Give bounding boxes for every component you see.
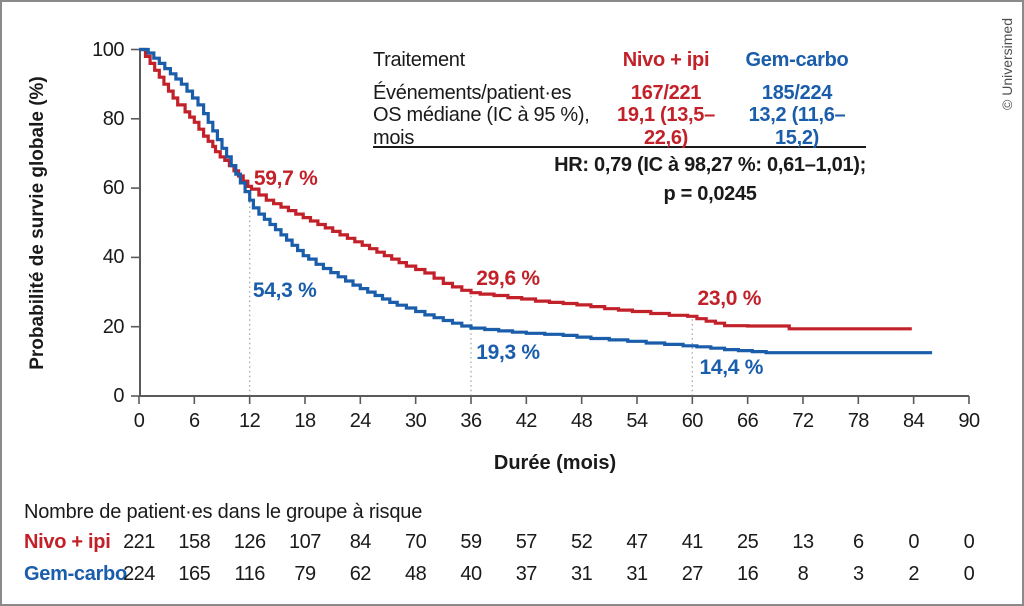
annotation-nivo-month-12: 59,7 % bbox=[253, 167, 318, 191]
x-tick-label-72: 72 bbox=[792, 410, 814, 432]
x-tick-label-66: 66 bbox=[737, 410, 759, 432]
y-tick-label-40: 40 bbox=[102, 246, 125, 269]
risk-count-gem-month-54: 31 bbox=[626, 563, 648, 585]
risk-count-gem-month-84: 2 bbox=[908, 563, 919, 585]
risk-count-nivo-month-36: 59 bbox=[460, 531, 482, 553]
annotation-nivo-month-60: 23,0 % bbox=[697, 287, 762, 311]
risk-count-nivo-month-0: 221 bbox=[123, 531, 155, 553]
risk-count-gem-month-18: 79 bbox=[294, 563, 316, 585]
risk-count-gem-month-90: 0 bbox=[963, 563, 975, 585]
summary-os-gem: 13,2 (11,6–15,2) bbox=[748, 103, 846, 149]
risk-count-nivo-month-24: 84 bbox=[349, 531, 372, 553]
hazard-ratio-block: HR: 0,79 (IC à 98,27 %: 0,61–1,01); p = … bbox=[373, 151, 866, 209]
summary-header-gem: Gem-carbo bbox=[745, 49, 849, 71]
summary-os-label: OS médiane (IC à 95 %), mois bbox=[373, 103, 590, 149]
x-tick-label-54: 54 bbox=[626, 410, 648, 432]
x-tick-label-12: 12 bbox=[239, 410, 261, 432]
y-tick-label-100: 100 bbox=[92, 38, 124, 61]
y-tick-label-60: 60 bbox=[102, 177, 125, 200]
summary-header-nivo: Nivo + ipi bbox=[622, 49, 710, 71]
risk-count-nivo-month-48: 52 bbox=[571, 531, 593, 553]
risk-count-gem-month-72: 8 bbox=[797, 563, 809, 585]
risk-count-gem-month-36: 40 bbox=[460, 563, 482, 585]
x-tick-label-84: 84 bbox=[903, 410, 925, 432]
risk-count-gem-month-12: 116 bbox=[234, 563, 265, 585]
summary-events-label: Événements/patient·es bbox=[373, 82, 572, 104]
copyright-credit: © Universimed bbox=[999, 17, 1015, 110]
risk-count-nivo-month-6: 158 bbox=[178, 531, 211, 553]
summary-events-nivo: 167/221 bbox=[630, 82, 702, 104]
y-tick-label-0: 0 bbox=[113, 385, 124, 407]
x-tick-label-0: 0 bbox=[133, 410, 145, 432]
x-tick-label-48: 48 bbox=[571, 410, 593, 432]
x-axis-title: Durée (mois) bbox=[493, 452, 617, 474]
risk-count-gem-month-30: 48 bbox=[405, 563, 427, 585]
x-tick-label-30: 30 bbox=[405, 410, 427, 432]
risk-count-nivo-month-90: 0 bbox=[963, 531, 975, 553]
x-tick-label-36: 36 bbox=[460, 410, 482, 432]
x-tick-label-6: 6 bbox=[189, 410, 200, 432]
risk-row-label-nivo: Nivo + ipi bbox=[24, 531, 111, 553]
risk-row-label-gem: Gem-carbo bbox=[24, 563, 127, 585]
y-tick-label-20: 20 bbox=[102, 315, 125, 338]
risk-count-gem-month-24: 62 bbox=[349, 563, 372, 585]
x-tick-label-24: 24 bbox=[349, 410, 372, 432]
risk-count-gem-month-6: 165 bbox=[178, 563, 211, 585]
hazard-ratio-line: HR: 0,79 (IC à 98,27 %: 0,61–1,01); bbox=[554, 154, 866, 176]
risk-count-nivo-month-30: 70 bbox=[405, 531, 427, 553]
x-tick-label-60: 60 bbox=[681, 410, 704, 432]
risk-count-gem-month-78: 3 bbox=[853, 563, 864, 585]
risk-count-nivo-month-66: 25 bbox=[737, 531, 759, 553]
summary-header-label: Traitement bbox=[373, 49, 465, 71]
risk-table-title: Nombre de patient·es dans le groupe à ri… bbox=[24, 501, 423, 523]
risk-count-gem-month-48: 31 bbox=[571, 563, 593, 585]
y-tick-label-80: 80 bbox=[102, 107, 125, 130]
summary-os-nivo: 19,1 (13,5–22,6) bbox=[617, 103, 715, 149]
risk-count-nivo-month-60: 41 bbox=[681, 531, 704, 553]
risk-count-nivo-month-42: 57 bbox=[515, 531, 538, 553]
risk-count-gem-month-42: 37 bbox=[515, 563, 538, 585]
risk-count-nivo-month-18: 107 bbox=[289, 531, 321, 553]
risk-count-gem-month-66: 16 bbox=[737, 563, 759, 585]
x-tick-label-78: 78 bbox=[847, 410, 870, 432]
annotation-gem-month-12: 54,3 % bbox=[252, 278, 317, 302]
risk-count-nivo-month-54: 47 bbox=[626, 531, 648, 553]
risk-count-nivo-month-78: 6 bbox=[853, 531, 864, 553]
risk-count-nivo-month-84: 0 bbox=[908, 531, 919, 553]
risk-count-nivo-month-12: 126 bbox=[233, 531, 266, 553]
p-value-line: p = 0,0245 bbox=[663, 183, 757, 205]
summary-events-gem: 185/224 bbox=[761, 82, 833, 104]
x-tick-label-42: 42 bbox=[515, 410, 538, 432]
y-axis-title: Probabilité de survie globale (%) bbox=[27, 76, 48, 370]
survival-curve-gem-carbo bbox=[139, 47, 933, 355]
annotation-nivo-month-36: 29,6 % bbox=[476, 267, 540, 291]
x-tick-label-18: 18 bbox=[294, 410, 316, 432]
risk-count-nivo-month-72: 13 bbox=[792, 531, 814, 553]
x-tick-label-90: 90 bbox=[958, 410, 980, 432]
risk-count-gem-month-60: 27 bbox=[681, 563, 704, 585]
annotation-gem-month-36: 19,3 % bbox=[476, 341, 540, 365]
survival-curve-nivo-ipi bbox=[139, 47, 912, 331]
risk-count-gem-month-0: 224 bbox=[123, 563, 155, 585]
summary-table: Traitement Nivo + ipi Gem-carbo Événemen… bbox=[373, 44, 866, 149]
annotation-gem-month-60: 14,4 % bbox=[699, 356, 764, 380]
